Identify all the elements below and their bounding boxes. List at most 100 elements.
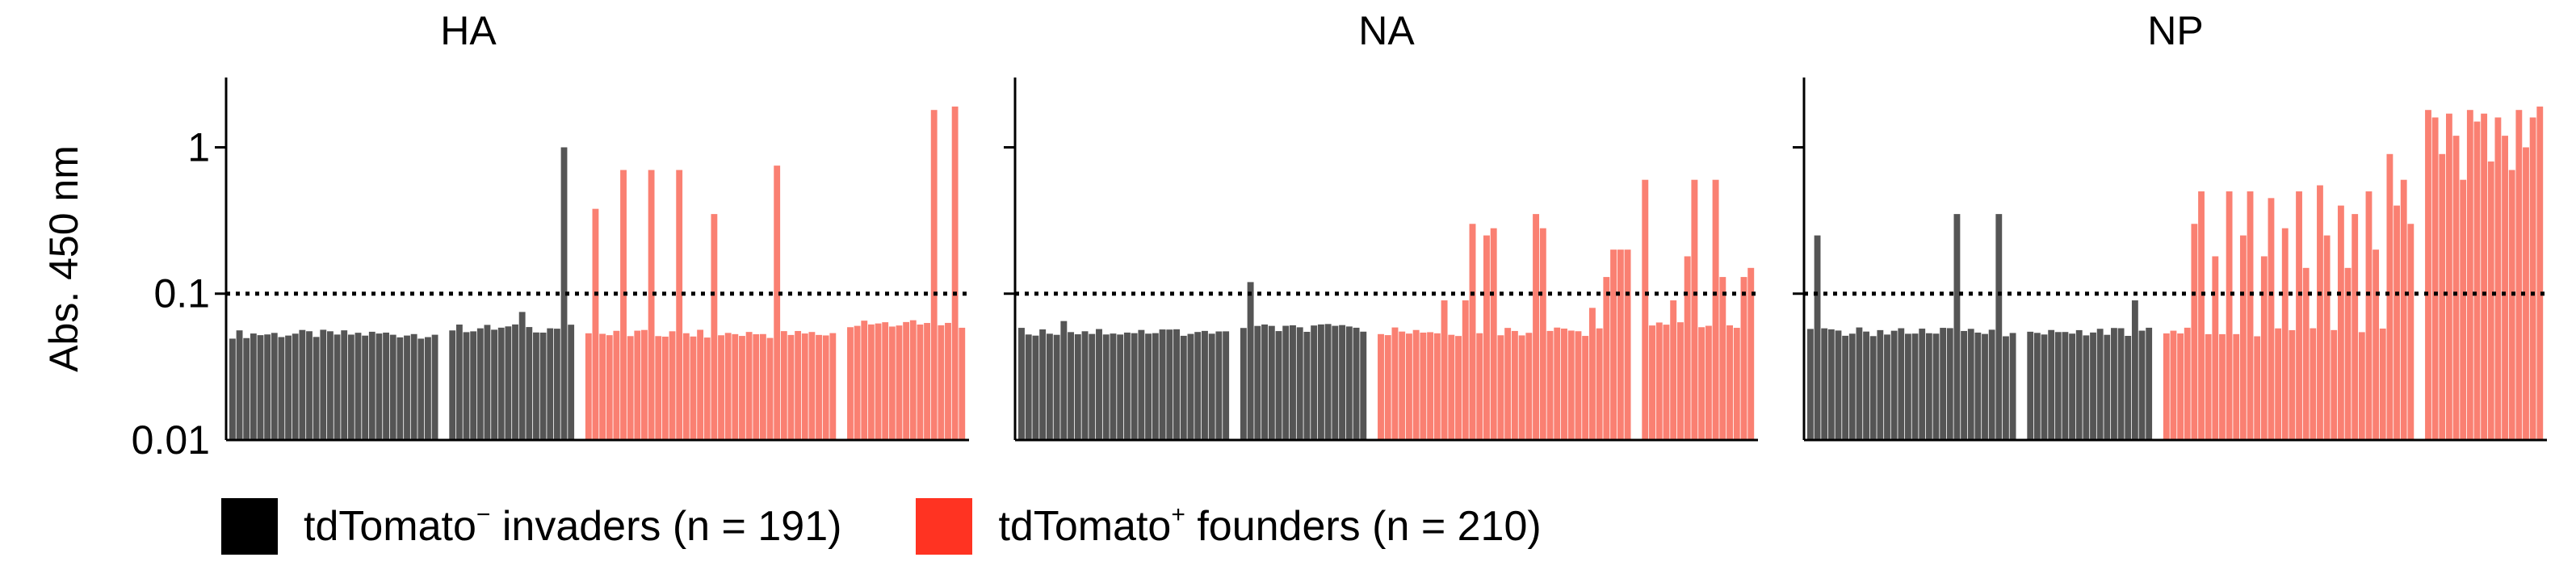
bar <box>648 170 655 440</box>
bar <box>1469 224 1476 440</box>
bar <box>404 335 410 440</box>
bar <box>1940 328 1947 440</box>
legend: tdTomato− invaders (n = 191) tdTomato+ f… <box>221 494 1616 559</box>
bar <box>1719 277 1726 440</box>
bar <box>512 324 518 440</box>
bar <box>1698 327 1705 440</box>
bar <box>1384 335 1391 440</box>
bar <box>1533 214 1540 440</box>
bar <box>2219 333 2226 440</box>
legend-item-founders: tdTomato+ founders (n = 210) <box>916 498 1542 555</box>
legend-swatch-founders <box>916 498 973 555</box>
bar <box>2310 328 2317 440</box>
legend-item-invaders: tdTomato− invaders (n = 191) <box>221 498 841 555</box>
bar <box>711 214 718 440</box>
bar <box>2281 228 2289 440</box>
bar <box>655 336 662 440</box>
bar <box>1166 329 1173 440</box>
bar <box>2083 335 2090 440</box>
bar <box>1617 249 1624 440</box>
bar <box>1827 329 1835 440</box>
bar <box>945 322 951 440</box>
bar <box>1670 300 1677 440</box>
bar <box>2365 191 2373 441</box>
bar <box>1898 328 1905 440</box>
bar <box>553 329 560 440</box>
bar <box>425 337 431 440</box>
bar <box>2494 117 2502 441</box>
bar <box>1208 333 1215 440</box>
bar <box>1925 333 1932 440</box>
bar <box>903 321 910 440</box>
bar <box>518 312 526 440</box>
bar <box>1733 328 1740 440</box>
bar <box>1476 333 1483 440</box>
bar <box>2400 179 2407 440</box>
bar <box>1575 331 1582 440</box>
bar <box>1726 325 1734 440</box>
bar <box>1391 327 1399 440</box>
bar <box>1215 331 1223 440</box>
bar <box>533 332 539 440</box>
bar <box>243 337 250 440</box>
bar <box>2184 327 2191 440</box>
bar <box>2445 113 2452 440</box>
bar <box>2502 136 2508 440</box>
bar <box>1247 282 1254 440</box>
bar <box>2460 179 2467 440</box>
bar <box>634 330 641 440</box>
bar <box>2317 185 2323 441</box>
bar <box>2205 333 2212 440</box>
bar <box>476 328 484 440</box>
bar <box>1102 334 1110 440</box>
bar <box>676 170 683 440</box>
bar <box>697 329 704 440</box>
bar <box>1360 331 1367 440</box>
bar <box>2062 332 2069 440</box>
panel-title: NA <box>1358 8 1415 53</box>
bar <box>2096 329 2104 440</box>
bar <box>1525 333 1533 440</box>
bar <box>1296 327 1303 440</box>
bar <box>2268 198 2275 440</box>
y-axis-label: Abs. 450 nm <box>41 145 86 372</box>
bar <box>1610 249 1617 440</box>
bar <box>1159 329 1166 440</box>
bar <box>1131 333 1138 440</box>
bar <box>1747 267 1755 440</box>
bar <box>271 333 278 440</box>
panel-title: HA <box>440 8 497 53</box>
bar <box>780 331 787 440</box>
bar <box>455 324 463 440</box>
bar <box>1835 330 1842 440</box>
bar <box>2331 329 2338 440</box>
bar <box>2146 327 2153 440</box>
bar <box>1345 326 1353 440</box>
bar <box>1511 330 1518 440</box>
bar <box>470 331 477 440</box>
bar <box>661 336 669 440</box>
bar <box>669 331 676 440</box>
bar <box>1223 331 1230 440</box>
bar <box>703 337 711 440</box>
bar <box>1691 179 1698 440</box>
bar <box>547 328 554 440</box>
bar <box>257 335 264 440</box>
bar <box>1655 322 1663 440</box>
bar <box>732 333 739 440</box>
bar <box>1462 300 1469 440</box>
bar <box>1420 332 1427 440</box>
bar <box>1539 228 1546 440</box>
bar <box>1060 321 1068 440</box>
bar <box>745 332 753 440</box>
bar <box>951 106 959 440</box>
bar <box>2131 300 2138 440</box>
bar <box>1433 333 1441 440</box>
bar <box>449 330 456 440</box>
bar <box>2104 334 2111 440</box>
bar <box>1988 329 1995 440</box>
bar <box>1821 328 1828 440</box>
bar <box>774 166 781 440</box>
bar <box>2125 336 2132 440</box>
bar <box>1123 332 1131 440</box>
